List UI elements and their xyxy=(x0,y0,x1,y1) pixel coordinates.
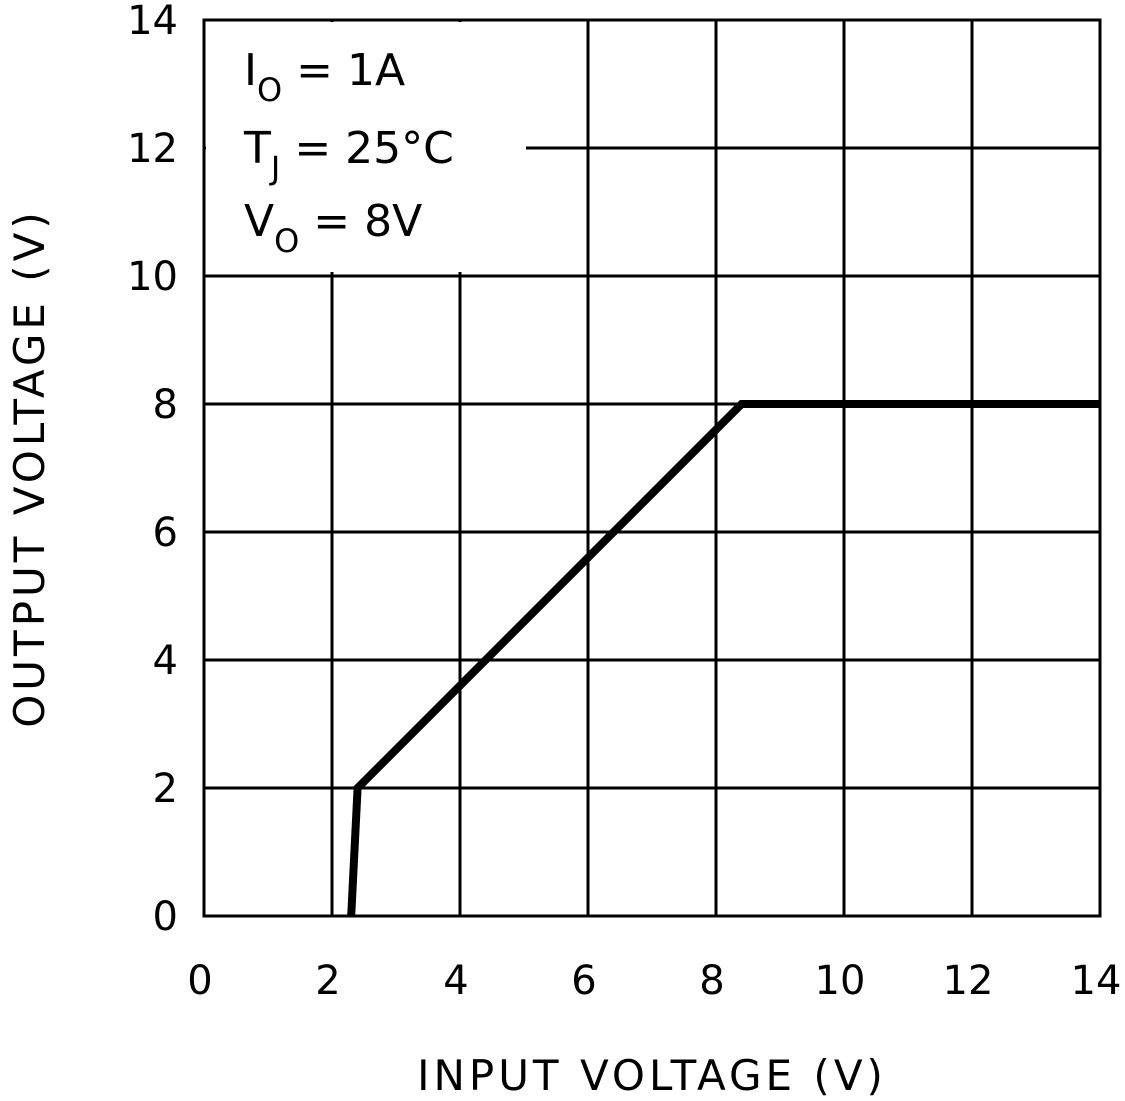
x-tick-label-0: 0 xyxy=(187,958,212,1004)
legend-entry-2: VO = 8V xyxy=(244,196,422,260)
legend-value-2: = 8V xyxy=(299,196,422,247)
legend-subscript-0: O xyxy=(257,71,282,109)
plot-border xyxy=(202,18,1102,918)
y-tick-label-3: 6 xyxy=(153,510,178,556)
y-tick-label-1: 2 xyxy=(153,766,178,812)
plot-frame xyxy=(202,18,1102,918)
x-tick-label-2: 4 xyxy=(443,958,468,1004)
y-tick-label-4: 8 xyxy=(153,382,178,428)
legend-background xyxy=(206,22,526,272)
y-tick-label-6: 12 xyxy=(127,126,178,172)
legend-main-0: I xyxy=(244,45,257,96)
y-tick-label-2: 4 xyxy=(153,638,178,684)
x-tick-label-4: 8 xyxy=(699,958,724,1004)
legend-entry-0: IO = 1A xyxy=(244,45,405,109)
x-axis-label: INPUT VOLTAGE (V) xyxy=(417,1051,887,1100)
y-tick-label-5: 10 xyxy=(127,254,178,300)
legend-subscript-1: J xyxy=(269,149,280,187)
y-tick-label-0: 0 xyxy=(153,894,178,940)
x-tick-labels: 0 2 4 6 8 10 12 14 xyxy=(187,958,1121,1004)
series-layer xyxy=(347,400,1100,917)
x-tick-label-6: 12 xyxy=(943,958,994,1004)
legend-value-0: = 1A xyxy=(282,45,405,96)
y-tick-labels: 0 2 4 6 8 10 12 14 xyxy=(127,0,178,940)
legend-entry-1: TJ = 25°C xyxy=(243,123,454,187)
y-axis-label: OUTPUT VOLTAGE (V) xyxy=(5,208,54,728)
series-line-0 xyxy=(347,400,1100,917)
x-tick-label-1: 2 xyxy=(315,958,340,1004)
x-tick-label-5: 10 xyxy=(815,958,866,1004)
legend-value-1: = 25°C xyxy=(280,123,454,174)
legend-subscript-2: O xyxy=(274,222,299,260)
legend-main-1: T xyxy=(243,123,271,174)
legend-main-2: V xyxy=(244,196,274,247)
y-tick-label-7: 14 xyxy=(127,0,178,44)
x-tick-label-7: 14 xyxy=(1071,958,1122,1004)
x-tick-label-3: 6 xyxy=(571,958,596,1004)
